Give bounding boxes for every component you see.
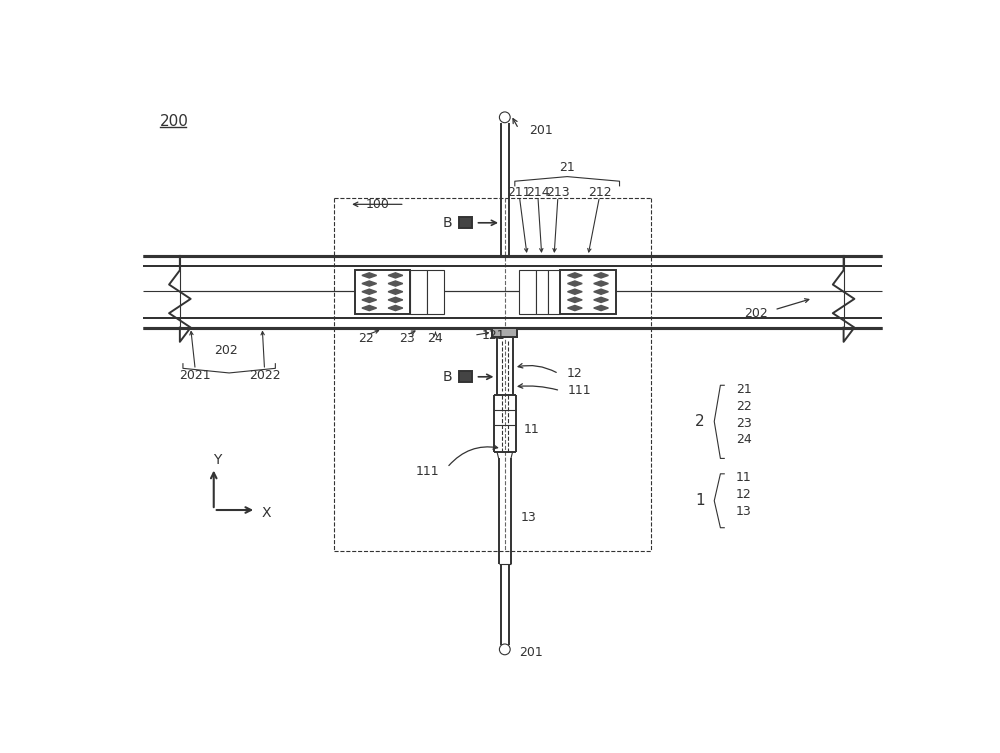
Text: 12: 12 [736, 488, 752, 501]
Polygon shape [362, 289, 377, 294]
Text: 11: 11 [736, 471, 752, 484]
Bar [459, 371, 472, 383]
Text: 212: 212 [588, 186, 611, 200]
Bar [355, 270, 410, 314]
Bar [427, 270, 444, 314]
Polygon shape [594, 289, 608, 294]
Polygon shape [388, 297, 403, 303]
Polygon shape [568, 297, 582, 303]
Polygon shape [594, 281, 608, 286]
Text: 202: 202 [744, 307, 768, 320]
Text: 213: 213 [546, 186, 570, 200]
Bar [536, 270, 548, 314]
Text: 12: 12 [566, 367, 582, 380]
Polygon shape [568, 273, 582, 278]
Text: B: B [443, 216, 452, 230]
Text: 121: 121 [482, 329, 505, 342]
Polygon shape [388, 289, 403, 294]
Bar [410, 270, 427, 314]
Polygon shape [568, 289, 582, 294]
Polygon shape [594, 273, 608, 278]
Bar [548, 270, 560, 314]
Bar [560, 270, 616, 314]
Text: 1: 1 [695, 493, 705, 508]
Text: 13: 13 [520, 511, 536, 524]
Text: 21: 21 [736, 383, 752, 395]
Text: 111: 111 [416, 465, 439, 478]
Polygon shape [362, 281, 377, 286]
Polygon shape [362, 306, 377, 311]
Text: 200: 200 [160, 114, 189, 129]
Text: 111: 111 [568, 384, 592, 397]
Text: 21: 21 [559, 161, 575, 174]
Text: 2021: 2021 [179, 369, 211, 382]
Text: 2022: 2022 [249, 369, 280, 382]
Text: 11: 11 [524, 422, 540, 436]
Bar [459, 218, 472, 228]
Text: 23: 23 [399, 332, 415, 345]
Polygon shape [568, 281, 582, 286]
Text: 22: 22 [736, 400, 752, 413]
Polygon shape [388, 273, 403, 278]
Bar [492, 328, 517, 337]
Polygon shape [388, 306, 403, 311]
Text: 100: 100 [365, 198, 389, 211]
Text: X: X [261, 506, 271, 520]
Bar [492, 328, 517, 337]
Text: 214: 214 [526, 186, 550, 200]
Text: B: B [443, 370, 452, 384]
Text: 201: 201 [529, 124, 553, 137]
Text: 202: 202 [214, 344, 238, 357]
Bar [519, 270, 536, 314]
Polygon shape [388, 281, 403, 286]
Text: 24: 24 [428, 332, 443, 345]
Text: Y: Y [213, 453, 221, 467]
Polygon shape [362, 273, 377, 278]
Text: 23: 23 [736, 416, 752, 429]
Text: 22: 22 [358, 332, 374, 345]
Polygon shape [594, 297, 608, 303]
Polygon shape [568, 306, 582, 311]
Polygon shape [594, 306, 608, 311]
Polygon shape [362, 297, 377, 303]
Text: 13: 13 [736, 505, 752, 518]
Text: 201: 201 [519, 646, 542, 659]
Text: 24: 24 [736, 434, 752, 447]
Text: 211: 211 [508, 186, 531, 200]
Text: 2: 2 [695, 414, 705, 429]
